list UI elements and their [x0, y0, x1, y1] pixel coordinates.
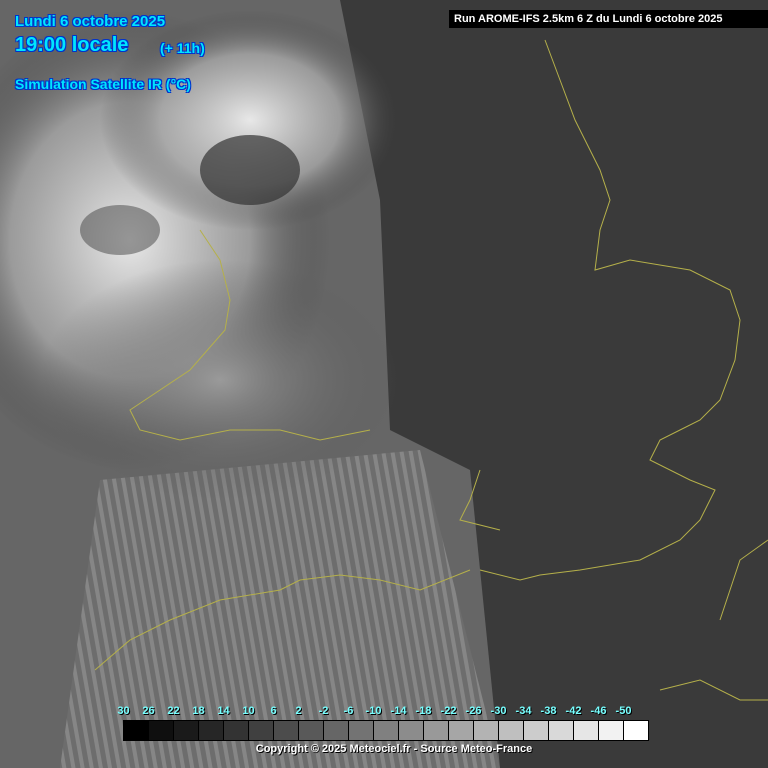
legend-swatch — [249, 721, 274, 740]
forecast-date: Lundi 6 octobre 2025 — [15, 13, 166, 30]
copyright: Copyright © 2025 Meteociel.fr - Source M… — [255, 743, 533, 755]
legend-swatch — [624, 721, 648, 740]
legend-swatch — [299, 721, 324, 740]
product-title: Simulation Satellite IR (°C) — [15, 76, 191, 92]
run-info: Run AROME-IFS 2.5km 6 Z du Lundi 6 octob… — [449, 10, 768, 28]
legend-swatch — [574, 721, 599, 740]
wave-clouds — [60, 450, 500, 768]
legend-swatch — [499, 721, 524, 740]
legend-swatch — [124, 721, 149, 740]
legend-label: 26 — [142, 705, 155, 717]
legend-label: 22 — [167, 705, 180, 717]
legend-swatch — [549, 721, 574, 740]
legend-label: -38 — [540, 705, 557, 717]
legend-label: -34 — [515, 705, 532, 717]
legend-label: 30 — [117, 705, 130, 717]
legend-label: -10 — [365, 705, 382, 717]
cloud-bright-n — [100, 10, 400, 230]
legend-swatch — [524, 721, 549, 740]
forecast-time: 19:00 locale — [15, 34, 129, 56]
legend-swatch — [599, 721, 624, 740]
legend-label: 18 — [192, 705, 205, 717]
legend-swatch — [324, 721, 349, 740]
legend-label: -46 — [590, 705, 607, 717]
legend-label: -26 — [465, 705, 482, 717]
forecast-lead-time: (+ 11h) — [160, 40, 205, 56]
legend-color-scale — [123, 720, 649, 741]
legend-label: -18 — [415, 705, 432, 717]
legend-label: -22 — [440, 705, 457, 717]
legend-swatch — [274, 721, 299, 740]
legend-label: -6 — [343, 705, 354, 717]
legend-label: -14 — [390, 705, 407, 717]
legend-swatch — [174, 721, 199, 740]
legend-swatch — [374, 721, 399, 740]
legend-label: 6 — [270, 705, 277, 717]
legend-label: 14 — [217, 705, 230, 717]
legend-swatch — [149, 721, 174, 740]
legend-swatch — [349, 721, 374, 740]
legend-label: -50 — [615, 705, 632, 717]
legend-swatch — [224, 721, 249, 740]
legend-swatch — [399, 721, 424, 740]
cloud-gap — [80, 205, 160, 255]
legend-swatch — [449, 721, 474, 740]
cloud-gap — [200, 135, 300, 205]
legend-label: 10 — [242, 705, 255, 717]
legend-label: -2 — [318, 705, 329, 717]
cloud-mid — [40, 260, 400, 500]
legend-swatch — [424, 721, 449, 740]
legend-label: -30 — [490, 705, 507, 717]
legend-label: -42 — [565, 705, 582, 717]
legend-label: 2 — [295, 705, 302, 717]
legend-swatch — [199, 721, 224, 740]
coastlines — [94, 39, 768, 701]
legend-swatch — [474, 721, 499, 740]
